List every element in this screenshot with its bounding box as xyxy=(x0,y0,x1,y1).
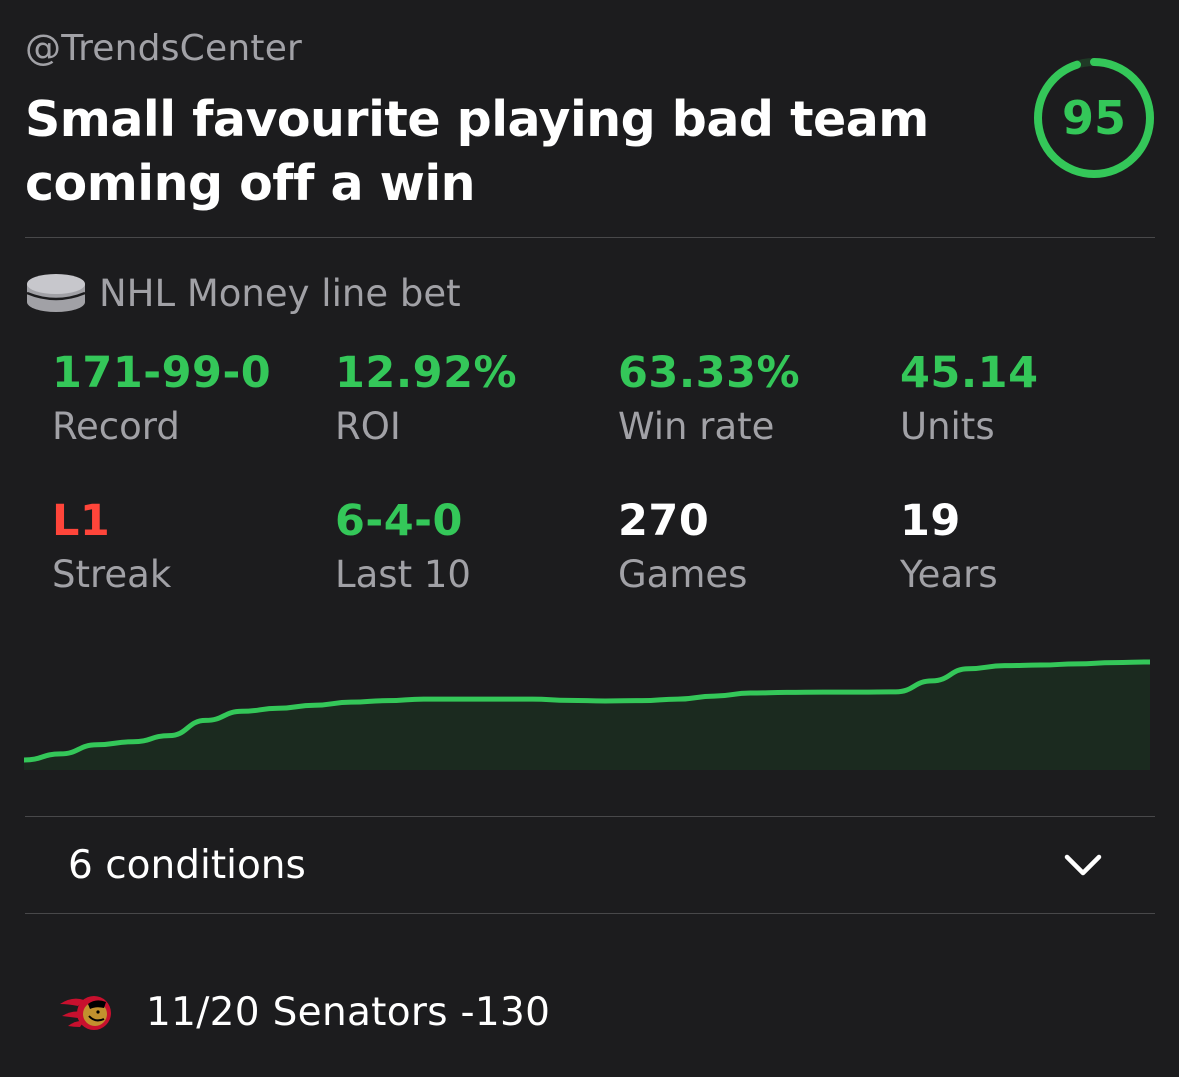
chevron-down-icon[interactable] xyxy=(1063,852,1103,878)
units-chart xyxy=(24,659,1150,770)
stat-value: 6-4-0 xyxy=(335,496,463,546)
stat-value: 171-99-0 xyxy=(52,348,272,398)
stat-games: 270 Games xyxy=(618,496,888,600)
chart-area xyxy=(24,662,1150,770)
conditions-toggle[interactable]: 6 conditions xyxy=(25,817,1155,913)
stat-label: Streak xyxy=(52,553,172,596)
hockey-puck-icon xyxy=(26,274,86,312)
stat-win-rate: 63.33% Win rate xyxy=(618,348,888,452)
trend-title: Small favourite playing bad team coming … xyxy=(25,91,929,212)
chart-divider xyxy=(25,816,1155,817)
stat-label: Last 10 xyxy=(335,553,471,596)
stat-value: 19 xyxy=(900,496,961,546)
score-value: 95 xyxy=(1061,91,1126,145)
stat-streak: L1 Streak xyxy=(52,496,322,600)
stat-roi: 12.92% ROI xyxy=(335,348,605,452)
stat-label: Units xyxy=(900,405,995,448)
stat-last-10: 6-4-0 Last 10 xyxy=(335,496,605,600)
stat-label: Record xyxy=(52,405,180,448)
stat-units: 45.14 Units xyxy=(900,348,1170,452)
stat-label: Years xyxy=(900,553,998,596)
stat-value: 63.33% xyxy=(618,348,801,398)
game-text: 11/20 Senators -130 xyxy=(146,989,551,1035)
stat-label: Games xyxy=(618,553,748,596)
chart-line xyxy=(24,659,1150,763)
account-handle[interactable]: @TrendsCenter xyxy=(25,28,303,69)
stat-label: Win rate xyxy=(618,405,775,448)
bet-type-label: NHL Money line bet xyxy=(99,271,461,315)
stat-value: 270 xyxy=(618,496,710,546)
game-row[interactable]: 11/20 Senators -130 xyxy=(58,984,550,1040)
stat-years: 19 Years xyxy=(900,496,1170,600)
conditions-divider xyxy=(25,913,1155,914)
stat-value: 45.14 xyxy=(900,348,1039,398)
stat-label: ROI xyxy=(335,405,401,448)
stat-record: 171-99-0 Record xyxy=(52,348,322,452)
stat-value: L1 xyxy=(52,496,111,546)
conditions-label: 6 conditions xyxy=(68,842,306,888)
score-ring-icon xyxy=(1034,58,1154,178)
header-divider xyxy=(25,237,1155,238)
ottawa-senators-logo-icon xyxy=(60,996,111,1030)
stat-value: 12.92% xyxy=(335,348,518,398)
bet-type: NHL Money line bet xyxy=(25,268,461,318)
score-ring: 95 xyxy=(1032,56,1156,180)
